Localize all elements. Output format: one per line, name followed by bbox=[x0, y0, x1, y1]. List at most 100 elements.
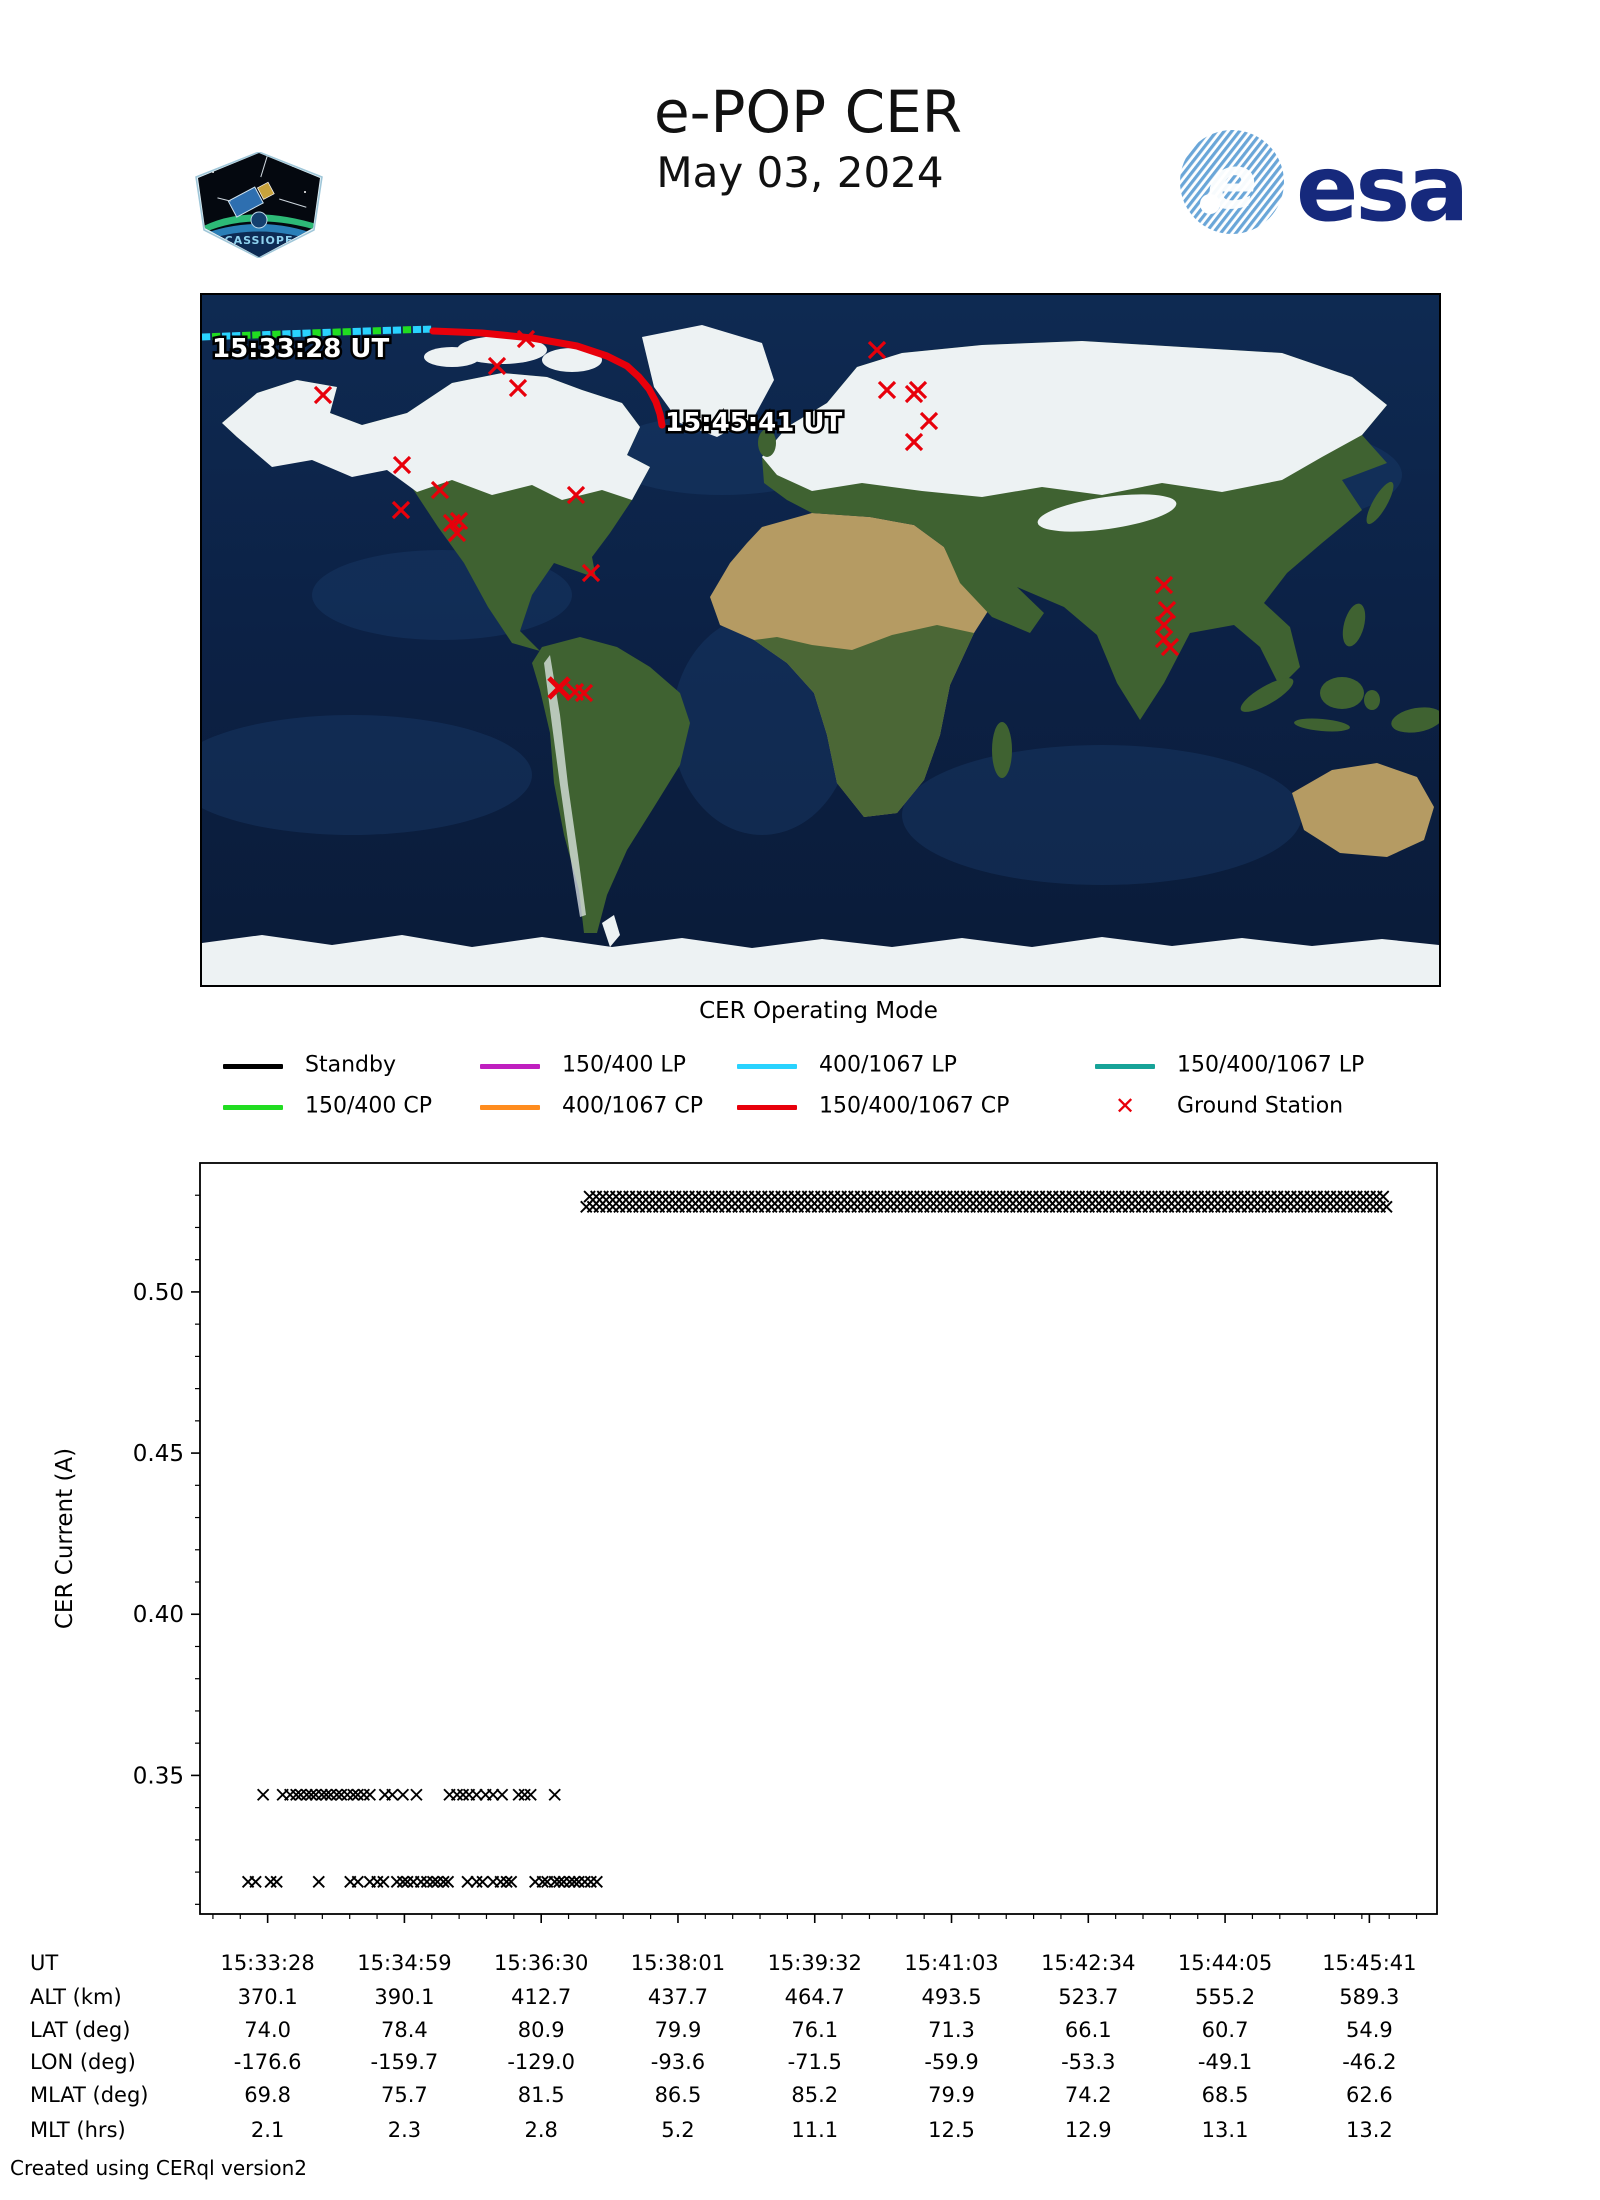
table-cell: 13.1 bbox=[1201, 2118, 1249, 2142]
landmass bbox=[1294, 718, 1350, 732]
esa-wordmark: esa bbox=[1296, 135, 1466, 242]
data-point-x bbox=[548, 1875, 561, 1888]
data-point-x bbox=[330, 1788, 343, 1801]
table-cell: 15:45:41 bbox=[1322, 1951, 1417, 1975]
table-cell: -176.6 bbox=[233, 2050, 302, 2074]
ground-station-marker bbox=[574, 683, 594, 703]
landmass bbox=[602, 915, 620, 947]
table-cell: 523.7 bbox=[1058, 1985, 1119, 2009]
data-point-x bbox=[441, 1875, 455, 1888]
table-cell: 390.1 bbox=[374, 1985, 435, 2009]
table-cell: 5.2 bbox=[661, 2118, 695, 2142]
ground-station-marker bbox=[508, 378, 528, 398]
table-cell: 74.0 bbox=[244, 2018, 292, 2042]
ground-stations bbox=[313, 329, 1180, 703]
data-point-x bbox=[320, 1788, 333, 1801]
table-cell: 15:39:32 bbox=[767, 1951, 862, 1975]
ground-station-marker bbox=[392, 455, 412, 475]
esa-logo-icon: e esa bbox=[1180, 130, 1469, 242]
data-point-x bbox=[426, 1875, 440, 1888]
landmass bbox=[992, 722, 1012, 778]
data-point-x bbox=[396, 1875, 410, 1888]
table-cell: -129.0 bbox=[507, 2050, 576, 2074]
table-cell: 2.8 bbox=[524, 2118, 558, 2142]
data-point-x bbox=[486, 1788, 500, 1801]
table-row-label: MLT (hrs) bbox=[30, 2118, 126, 2142]
data-point-x bbox=[377, 1875, 390, 1888]
table-cell: 69.8 bbox=[244, 2083, 292, 2107]
table-cell: 15:42:34 bbox=[1041, 1951, 1136, 1975]
table-cell: 464.7 bbox=[784, 1985, 845, 2009]
cer-current-plot: 0.35 0.40 0.45 0.50 CER Current (A) bbox=[52, 1162, 1438, 1923]
table-cell: 15:44:05 bbox=[1177, 1951, 1273, 1975]
table-cell: 74.2 bbox=[1064, 2083, 1112, 2107]
landmass bbox=[1364, 690, 1380, 710]
ground-station-marker bbox=[516, 329, 536, 349]
landmass bbox=[424, 347, 480, 367]
table-cell: 78.4 bbox=[381, 2018, 428, 2042]
landmass bbox=[1320, 677, 1364, 709]
y-tick-label: 0.40 bbox=[133, 1602, 184, 1628]
data-point-x bbox=[270, 1875, 283, 1888]
data-point-x bbox=[312, 1875, 325, 1888]
table-cell: 86.5 bbox=[654, 2083, 702, 2107]
data-point-x bbox=[500, 1875, 513, 1888]
data-point-x bbox=[410, 1788, 423, 1801]
table-cell: 66.1 bbox=[1064, 2018, 1112, 2042]
table-cell: -53.3 bbox=[1061, 2050, 1116, 2074]
table-cell: -159.7 bbox=[370, 2050, 439, 2074]
table-cell: 2.1 bbox=[250, 2118, 285, 2142]
data-point-x bbox=[300, 1788, 313, 1801]
svg-text:e: e bbox=[1207, 140, 1257, 226]
table-cell: 12.9 bbox=[1064, 2118, 1112, 2142]
y-axis-label: CER Current (A) bbox=[52, 1448, 78, 1629]
table-cell: 60.7 bbox=[1201, 2018, 1249, 2042]
table-cell: 493.5 bbox=[921, 1985, 982, 2009]
ground-station-marker bbox=[566, 485, 586, 505]
table-cell: 2.3 bbox=[387, 2118, 422, 2142]
table-cell: 412.7 bbox=[511, 1985, 572, 2009]
landmass bbox=[1366, 481, 1394, 525]
table-cell: 85.2 bbox=[791, 2083, 839, 2107]
data-point-x bbox=[1377, 1190, 1390, 1203]
landmass bbox=[758, 429, 776, 457]
y-tick-label: 0.35 bbox=[133, 1763, 184, 1789]
landmass bbox=[1342, 603, 1366, 647]
track-start-time-label: 15:33:28 UT bbox=[212, 334, 390, 364]
table-cell: 437.7 bbox=[647, 1985, 709, 2009]
page-title: e-POP CER bbox=[653, 78, 963, 146]
plot-frame bbox=[199, 1162, 1438, 1915]
table-cell: 370.1 bbox=[237, 1985, 298, 2009]
page-date: May 03, 2024 bbox=[656, 148, 944, 197]
ground-station-marker bbox=[581, 563, 601, 583]
table-row-label: UT bbox=[30, 1951, 59, 1975]
ground-station-marker bbox=[430, 480, 450, 500]
ground-station-marker bbox=[919, 411, 939, 431]
landmass bbox=[1391, 707, 1443, 733]
table-cell: 15:38:01 bbox=[630, 1951, 726, 1975]
table-cell: 62.6 bbox=[1345, 2083, 1393, 2107]
table-cell: 68.5 bbox=[1201, 2083, 1249, 2107]
ground-station-marker bbox=[1160, 637, 1180, 657]
ground-station-marker bbox=[904, 432, 924, 452]
table-cell: 12.5 bbox=[928, 2118, 975, 2142]
continents bbox=[202, 325, 1443, 985]
data-point-x bbox=[363, 1788, 377, 1801]
ground-station-marker bbox=[908, 380, 928, 400]
ground-station-marker bbox=[1154, 575, 1174, 595]
table-cell: -71.5 bbox=[787, 2050, 842, 2074]
table-cell: 81.5 bbox=[517, 2083, 565, 2107]
ground-station-marker bbox=[447, 523, 467, 543]
data-point-x bbox=[347, 1788, 360, 1801]
landmass bbox=[1240, 678, 1294, 712]
y-tick-label: 0.45 bbox=[133, 1441, 184, 1467]
patch-cassiope-text: CASSIOPE bbox=[225, 234, 294, 247]
landmass bbox=[222, 373, 650, 500]
data-point-x bbox=[590, 1875, 603, 1888]
data-point-x bbox=[386, 1788, 399, 1801]
legend-title: CER Operating Mode bbox=[699, 998, 938, 1024]
cassiope-mission-patch: CASSIOPE bbox=[193, 151, 325, 262]
table-cell: -59.9 bbox=[924, 2050, 979, 2074]
data-point-x bbox=[524, 1788, 537, 1801]
landmass bbox=[542, 348, 602, 372]
